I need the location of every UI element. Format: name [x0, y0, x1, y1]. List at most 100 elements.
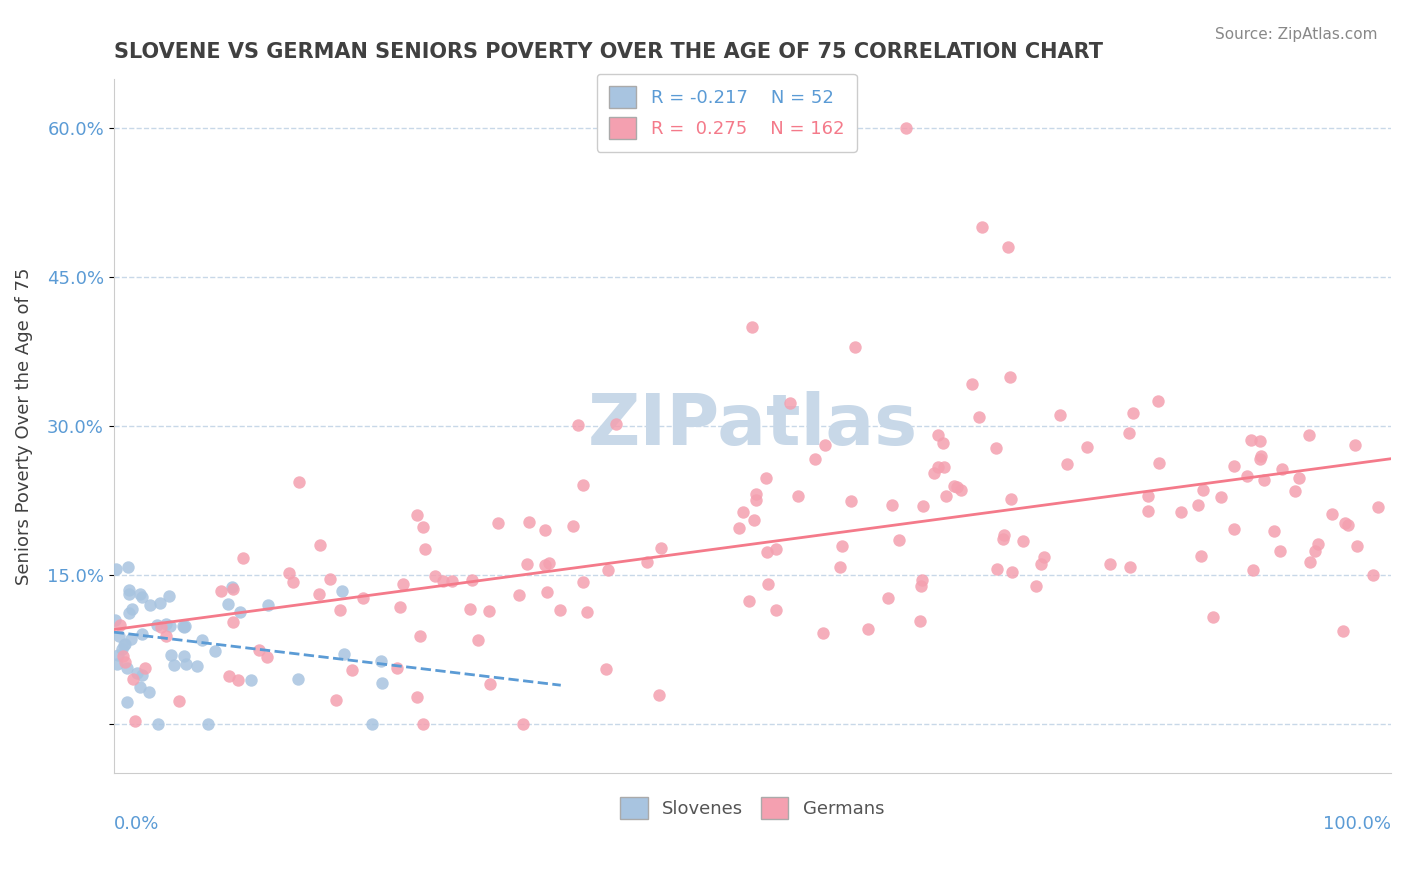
Point: [911, 499, 934, 513]
Point: [755, 544, 778, 558]
Point: [1119, 560, 1142, 574]
Point: [844, 339, 866, 353]
Point: [425, 569, 447, 583]
Point: [1241, 563, 1264, 577]
Point: [986, 562, 1008, 576]
Point: [169, 693, 191, 707]
Point: [1320, 507, 1343, 521]
Point: [432, 574, 454, 588]
Text: SLOVENE VS GERMAN SENIORS POVERTY OVER THE AGE OF 75 CORRELATION CHART: SLOVENE VS GERMAN SENIORS POVERTY OVER T…: [114, 42, 1102, 62]
Point: [406, 690, 429, 704]
Point: [534, 558, 557, 572]
Point: [221, 615, 243, 629]
Point: [950, 483, 973, 497]
Point: [1236, 469, 1258, 483]
Point: [908, 614, 931, 628]
Point: [319, 572, 342, 586]
Point: [288, 475, 311, 489]
Point: [281, 575, 304, 590]
Point: [204, 644, 226, 658]
Point: [1202, 609, 1225, 624]
Point: [567, 417, 589, 432]
Point: [222, 582, 245, 596]
Point: [517, 515, 540, 529]
Point: [742, 513, 765, 527]
Point: [173, 648, 195, 663]
Legend: Slovenes, Germans: Slovenes, Germans: [613, 790, 891, 827]
Point: [415, 542, 437, 557]
Point: [745, 487, 768, 501]
Point: [1118, 426, 1140, 441]
Point: [1306, 537, 1329, 551]
Point: [149, 596, 172, 610]
Point: [1012, 533, 1035, 548]
Point: [756, 576, 779, 591]
Point: [1056, 457, 1078, 471]
Point: [1029, 558, 1052, 572]
Point: [118, 587, 141, 601]
Point: [811, 626, 834, 640]
Point: [536, 584, 558, 599]
Point: [1288, 471, 1310, 485]
Point: [330, 584, 353, 599]
Point: [512, 716, 534, 731]
Point: [114, 637, 136, 651]
Point: [922, 466, 945, 480]
Point: [803, 452, 825, 467]
Point: [138, 599, 160, 613]
Point: [247, 643, 270, 657]
Point: [927, 459, 949, 474]
Point: [412, 716, 434, 731]
Point: [131, 626, 153, 640]
Point: [129, 680, 152, 694]
Point: [149, 620, 172, 634]
Point: [467, 632, 489, 647]
Point: [991, 532, 1014, 546]
Point: [738, 594, 761, 608]
Point: [927, 427, 949, 442]
Point: [1337, 518, 1360, 533]
Point: [910, 579, 932, 593]
Point: [232, 551, 254, 566]
Text: ZIPatlas: ZIPatlas: [588, 392, 918, 460]
Point: [117, 560, 139, 574]
Point: [412, 520, 434, 534]
Point: [605, 417, 627, 432]
Point: [1249, 434, 1271, 448]
Point: [538, 556, 561, 570]
Point: [814, 437, 837, 451]
Point: [960, 376, 983, 391]
Point: [993, 528, 1015, 542]
Point: [932, 436, 955, 450]
Point: [575, 605, 598, 619]
Point: [229, 605, 252, 619]
Point: [1000, 491, 1022, 506]
Point: [889, 533, 911, 548]
Point: [121, 602, 143, 616]
Point: [741, 319, 763, 334]
Point: [486, 516, 509, 531]
Point: [105, 561, 128, 575]
Point: [745, 492, 768, 507]
Point: [105, 657, 128, 671]
Point: [221, 581, 243, 595]
Point: [114, 655, 136, 669]
Point: [352, 591, 374, 605]
Point: [1249, 451, 1271, 466]
Point: [648, 688, 671, 702]
Point: [1284, 483, 1306, 498]
Point: [1346, 539, 1368, 553]
Point: [911, 573, 934, 587]
Point: [186, 659, 208, 673]
Point: [108, 630, 131, 644]
Point: [163, 658, 186, 673]
Point: [1098, 557, 1121, 571]
Point: [1170, 505, 1192, 519]
Point: [572, 478, 595, 492]
Point: [191, 633, 214, 648]
Point: [287, 672, 309, 686]
Point: [636, 555, 658, 569]
Point: [1263, 524, 1285, 538]
Point: [111, 649, 134, 664]
Point: [118, 582, 141, 597]
